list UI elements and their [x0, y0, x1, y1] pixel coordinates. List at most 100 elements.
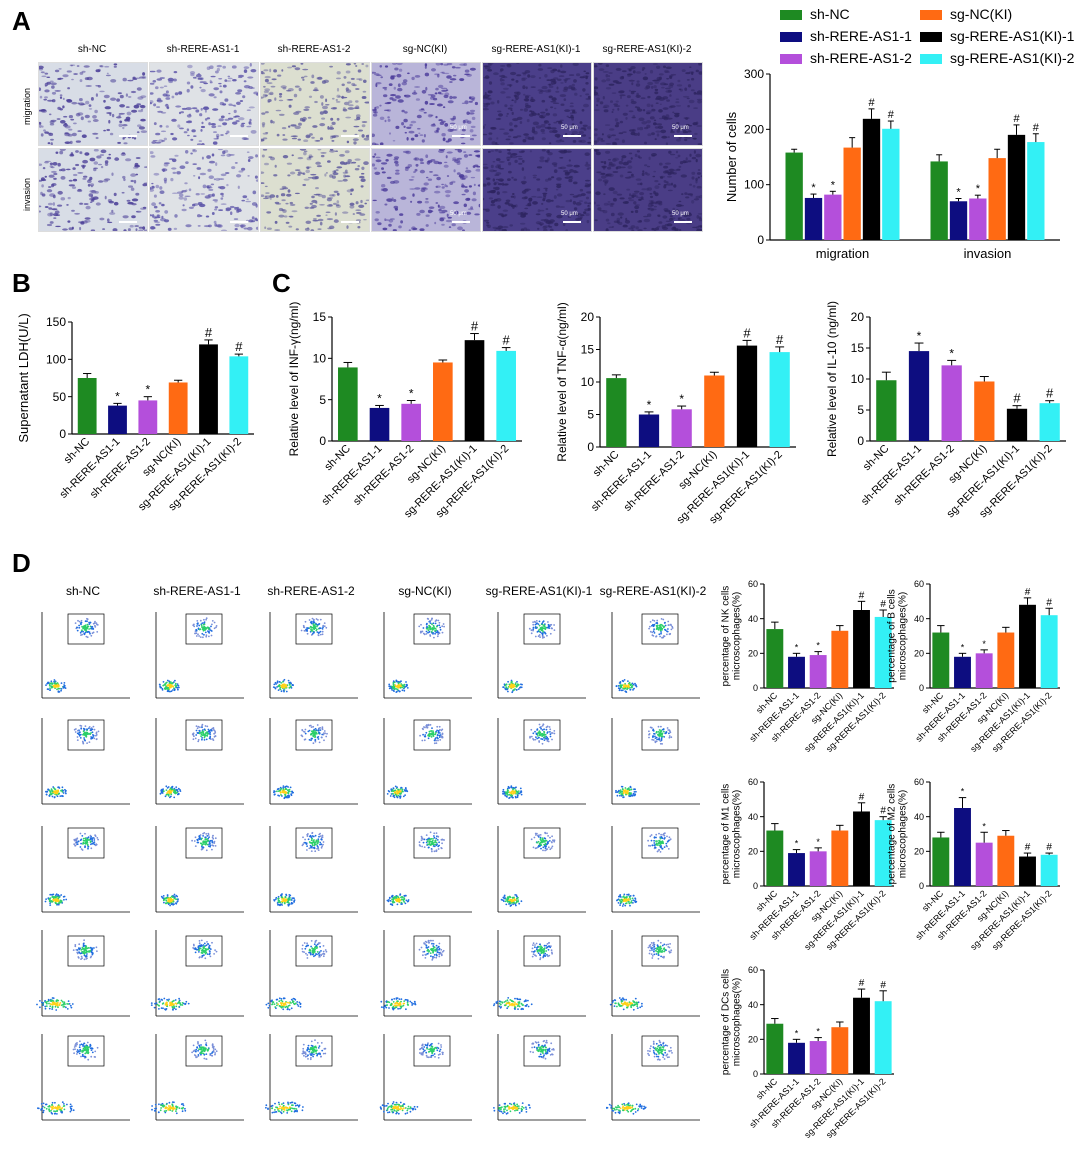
flow-event: [626, 1002, 629, 1004]
flow-event: [44, 999, 46, 1002]
flow-event: [648, 730, 650, 733]
flow-event: [391, 689, 393, 691]
flow-event: [51, 1008, 54, 1010]
y-tick-label: 0: [857, 434, 864, 448]
flow-event: [429, 620, 431, 622]
flow-event: [198, 949, 200, 951]
y-tick-label: 60: [914, 579, 924, 589]
flow-event: [321, 953, 324, 955]
flow-event: [493, 1003, 496, 1005]
flow-event: [535, 736, 537, 738]
flow-event: [406, 684, 408, 687]
significance-mark: *: [816, 837, 820, 847]
flow-event: [549, 733, 552, 736]
flow-event: [85, 733, 88, 736]
flow-event: [76, 626, 78, 629]
flow-event: [429, 939, 432, 942]
flow-event: [666, 633, 668, 636]
flow-event: [429, 843, 432, 846]
flow-event: [90, 843, 92, 846]
flow-event: [427, 843, 429, 846]
flow-event: [207, 832, 210, 835]
flow-event: [161, 689, 164, 691]
flow-event: [653, 623, 656, 626]
flow-event: [313, 839, 315, 841]
flow-event: [196, 622, 199, 625]
flow-event: [516, 680, 518, 683]
flow-event: [651, 844, 654, 847]
flow-event: [311, 842, 314, 845]
flow-event: [202, 732, 204, 735]
flow-event: [86, 843, 89, 846]
flow-gate: [523, 935, 561, 967]
flow-event: [547, 738, 550, 740]
flow-event: [175, 686, 178, 689]
flow-event: [57, 690, 60, 693]
flow-event: [167, 687, 169, 689]
flow-event: [516, 1005, 519, 1007]
flow-event: [304, 841, 306, 844]
flow-event: [91, 731, 94, 734]
flow-event: [432, 945, 435, 947]
flow-event: [205, 951, 208, 954]
flow-event: [621, 679, 624, 682]
micrograph-column-title: sg-RERE-AS1(KI)-2: [602, 44, 692, 55]
flow-event: [46, 790, 49, 793]
flow-event: [431, 623, 433, 626]
flow-event: [280, 998, 283, 1000]
bar: [853, 811, 870, 886]
flow-event: [173, 1005, 175, 1007]
flow-event: [48, 1002, 50, 1005]
flow-event: [65, 792, 67, 795]
flow-event: [539, 953, 541, 956]
flow-event: [660, 725, 662, 728]
flow-event: [85, 958, 88, 960]
flow-event: [435, 841, 438, 844]
flow-event: [203, 626, 206, 628]
flow-event: [657, 627, 659, 630]
flow-plot: [269, 826, 358, 913]
flow-event: [46, 688, 49, 690]
flow-event: [511, 1004, 513, 1007]
flow-event: [553, 839, 556, 842]
flow-event: [80, 955, 83, 958]
flow-event: [207, 943, 210, 945]
flow-event: [542, 954, 545, 957]
flow-event: [94, 844, 97, 847]
flow-event: [322, 950, 325, 953]
flow-event: [507, 690, 509, 693]
flow-event: [310, 836, 313, 838]
flow-event: [520, 900, 523, 903]
flow-event: [90, 1055, 93, 1058]
flow-event: [169, 681, 172, 683]
flow-event: [49, 902, 51, 904]
flow-event: [656, 624, 659, 627]
flow-event: [658, 849, 661, 851]
flow-event: [666, 845, 668, 848]
y-tick-label: 0: [753, 881, 758, 891]
bar: [369, 407, 390, 441]
flow-event: [174, 684, 177, 687]
flow-event: [274, 687, 277, 690]
flow-event: [91, 838, 93, 841]
flow-event: [623, 679, 626, 681]
flow-event: [164, 795, 167, 798]
flow-event: [273, 790, 276, 793]
flow-event: [420, 837, 423, 839]
flow-event: [94, 620, 96, 623]
flow-event: [550, 945, 552, 947]
flow-event: [170, 791, 173, 794]
flow-event: [287, 904, 290, 907]
flow-event: [282, 686, 285, 689]
flow-gate: [295, 613, 333, 645]
flow-event: [274, 1006, 277, 1008]
bar: [1027, 142, 1045, 240]
flow-event: [506, 999, 509, 1002]
flow-event: [429, 628, 432, 631]
flow-event: [553, 730, 556, 732]
flow-event: [430, 955, 432, 958]
flow-event: [282, 898, 285, 901]
flow-event: [553, 624, 555, 626]
bar: [704, 375, 725, 447]
flow-event: [301, 944, 304, 947]
